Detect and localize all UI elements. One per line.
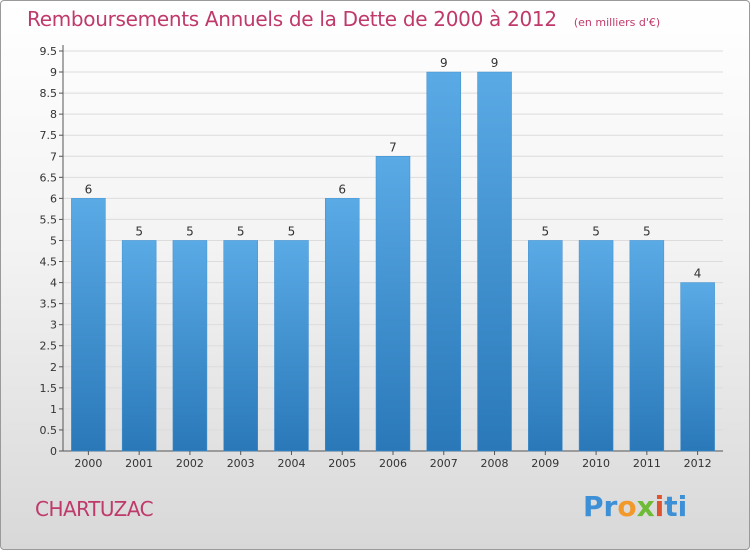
x-tick-label: 2007 — [430, 457, 458, 470]
data-label: 6 — [85, 182, 93, 196]
y-tick-label: 2 — [50, 361, 57, 374]
bar-2004 — [274, 240, 309, 452]
data-label: 4 — [694, 267, 702, 281]
x-tick-label: 2001 — [125, 457, 153, 470]
bar-2009 — [528, 240, 563, 452]
proxiti-logo: Proxiti — [583, 490, 688, 523]
bar-2010 — [578, 240, 614, 452]
commune-name: CHARTUZAC — [35, 497, 154, 521]
x-tick-label: 2005 — [328, 457, 356, 470]
data-label: 5 — [288, 224, 296, 238]
data-label: 5 — [592, 224, 600, 238]
x-tick-label: 2008 — [481, 457, 509, 470]
y-tick-label: 6.5 — [40, 171, 58, 184]
x-tick-label: 2000 — [74, 457, 102, 470]
y-tick-label: 3 — [50, 319, 57, 332]
chart-title-row: Remboursements Annuels de la Dette de 20… — [27, 7, 660, 31]
bar-2006 — [375, 156, 411, 452]
data-label: 5 — [643, 224, 651, 238]
y-tick-label: 0 — [50, 445, 57, 458]
x-tick-label: 2009 — [531, 457, 559, 470]
y-tick-label: 5.5 — [40, 213, 58, 226]
y-tick-label: 7.5 — [40, 129, 58, 142]
x-tick-label: 2004 — [277, 457, 305, 470]
bar-2005 — [324, 198, 360, 452]
bar-2007 — [426, 71, 462, 452]
bar-2011 — [629, 240, 665, 452]
bar-2003 — [223, 240, 258, 452]
chart-unit: (en milliers d'€) — [573, 16, 661, 29]
x-axis: 2000 2001 2002 2003 2004 2005 2006 2007 2008 2009… — [74, 451, 712, 470]
bars — [71, 71, 715, 452]
data-label: 5 — [541, 224, 549, 238]
y-tick-label: 4.5 — [40, 256, 58, 269]
y-tick-label: 1 — [50, 403, 57, 416]
bar-2008 — [477, 71, 512, 452]
y-tick-label: 4 — [50, 277, 57, 290]
data-label: 7 — [389, 140, 397, 154]
y-tick-label: 5 — [50, 234, 57, 247]
y-tick-label: 6 — [50, 192, 57, 205]
y-tick-label: 3.5 — [40, 298, 58, 311]
data-label: 5 — [135, 224, 143, 238]
y-tick-label: 7 — [50, 150, 57, 163]
y-tick-label: 8.5 — [40, 87, 58, 100]
x-tick-label: 2011 — [633, 457, 661, 470]
y-tick-label: 1.5 — [40, 382, 58, 395]
y-tick-label: 8 — [50, 108, 57, 121]
data-label: 5 — [186, 224, 194, 238]
bar-2001 — [121, 240, 157, 452]
data-labels: 6 5 5 5 5 6 7 9 9 5 5 5 4 — [85, 56, 702, 281]
data-label: 6 — [338, 182, 346, 196]
bar-2012 — [680, 282, 715, 452]
y-tick-label: 9.5 — [40, 45, 58, 58]
y-tick-label: 2.5 — [40, 340, 58, 353]
x-tick-label: 2010 — [582, 457, 610, 470]
x-tick-label: 2002 — [176, 457, 204, 470]
x-tick-label: 2012 — [684, 457, 712, 470]
data-label: 9 — [491, 56, 499, 70]
bar-2000 — [71, 198, 106, 452]
x-tick-label: 2006 — [379, 457, 407, 470]
data-label: 9 — [440, 56, 448, 70]
x-tick-label: 2003 — [227, 457, 255, 470]
data-label: 5 — [237, 224, 245, 238]
y-tick-label: 9 — [50, 66, 57, 79]
y-tick-label: 0.5 — [40, 424, 58, 437]
chart-title: Remboursements Annuels de la Dette de 20… — [27, 7, 557, 31]
bar-2002 — [172, 240, 208, 452]
